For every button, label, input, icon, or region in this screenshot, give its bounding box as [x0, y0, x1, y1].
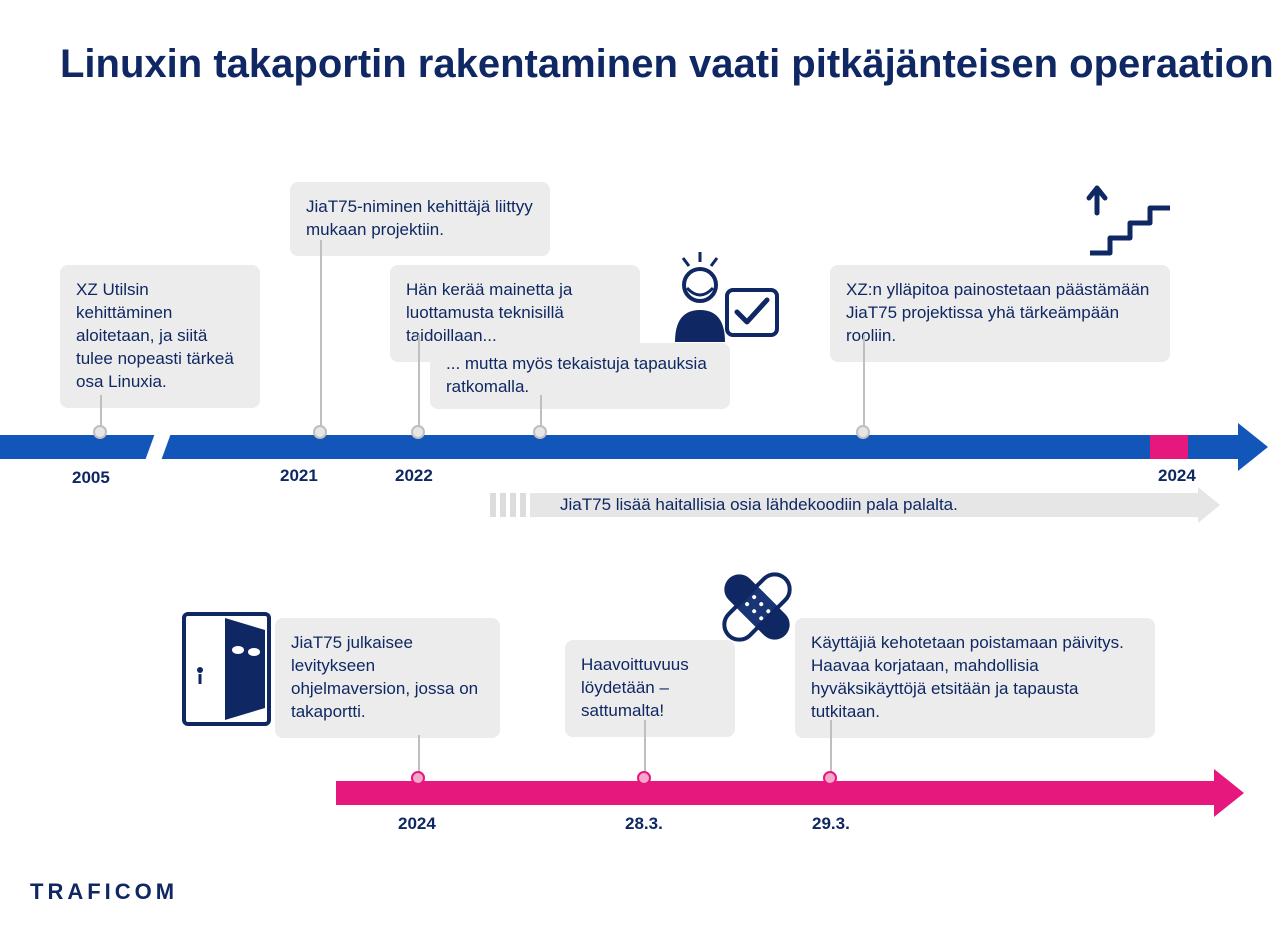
- year-label: 2024: [1158, 466, 1196, 486]
- box-2024: XZ:n ylläpitoa painostetaan päästämään J…: [830, 265, 1170, 362]
- fade-bar: [510, 493, 516, 517]
- bandage-icon: [710, 560, 805, 655]
- timeline-marker: [313, 425, 327, 439]
- timeline-marker: [533, 425, 547, 439]
- timeline-blue: [0, 435, 1240, 459]
- fade-bar: [490, 493, 496, 517]
- date-label: 28.3.: [625, 814, 663, 834]
- timeline-pink: [336, 781, 1216, 805]
- connector: [320, 240, 322, 435]
- box-patch: Käyttäjiä kehotetaan poistamaan päivitys…: [795, 618, 1155, 738]
- backdoor-icon: [180, 610, 275, 730]
- date-label: 29.3.: [812, 814, 850, 834]
- traficom-logo: TRAFICOM: [30, 879, 178, 905]
- year-label: 2005: [72, 468, 110, 488]
- year-label: 2022: [395, 466, 433, 486]
- connector: [863, 335, 865, 435]
- timeline-marker: [93, 425, 107, 439]
- timeline-pink-arrow-icon: [1214, 769, 1244, 817]
- timeline-pink-segment: [1150, 435, 1188, 459]
- fade-bar: [500, 493, 506, 517]
- page-title: Linuxin takaportin rakentaminen vaati pi…: [60, 40, 1274, 88]
- box-2022b: ... mutta myös tekaistuja tapauksia ratk…: [430, 343, 730, 409]
- box-2021: JiaT75-niminen kehittäjä liittyy mukaan …: [290, 182, 550, 256]
- timeline-marker: [411, 425, 425, 439]
- timeline-marker: [411, 771, 425, 785]
- timeline-marker: [856, 425, 870, 439]
- box-release: JiaT75 julkaisee levitykseen ohjelmavers…: [275, 618, 500, 738]
- connector: [418, 335, 420, 435]
- subarrow-text: JiaT75 lisää haitallisia osia lähdekoodi…: [560, 495, 958, 515]
- person-check-icon: [665, 250, 785, 345]
- timeline-marker: [637, 771, 651, 785]
- date-label: 2024: [398, 814, 436, 834]
- year-label: 2021: [280, 466, 318, 486]
- fade-bar: [520, 493, 526, 517]
- timeline-arrow-icon: [1238, 423, 1268, 471]
- box-2005: XZ Utilsin kehittäminen aloitetaan, ja s…: [60, 265, 260, 408]
- subarrow-head-icon: [1198, 487, 1220, 523]
- timeline-marker: [823, 771, 837, 785]
- stairs-up-icon: [1085, 183, 1175, 258]
